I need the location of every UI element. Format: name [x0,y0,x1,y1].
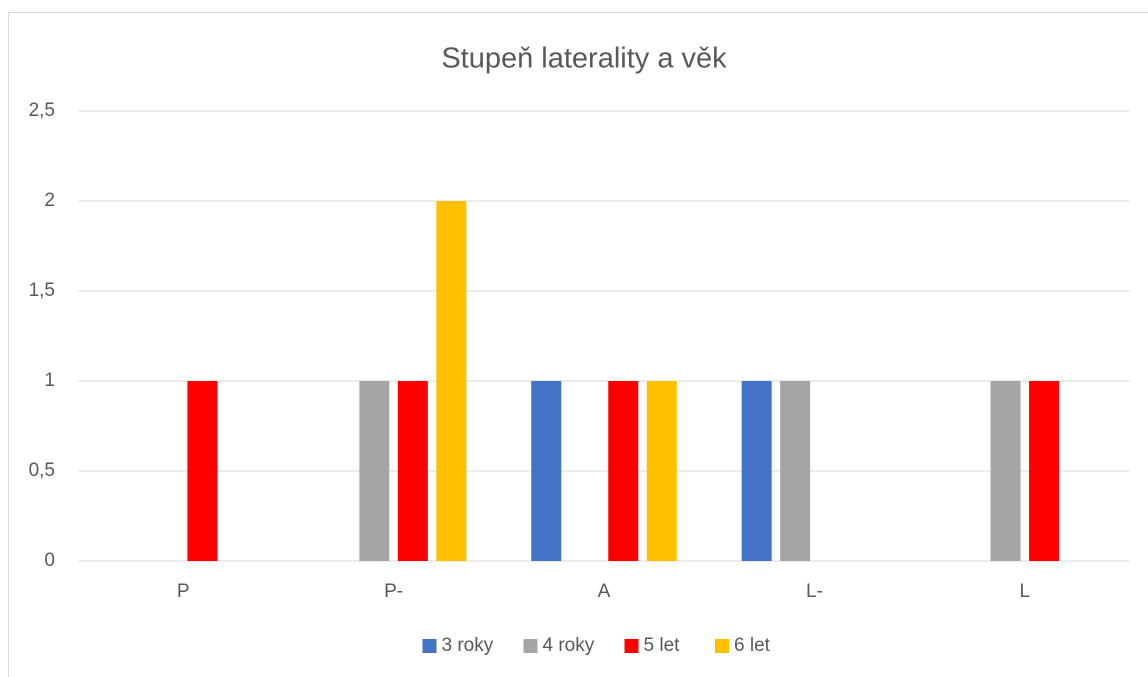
bar [187,381,218,561]
x-tick-label: L- [806,581,823,602]
legend-label: 6 let [734,635,771,656]
x-tick-label: P [177,581,190,602]
legend-swatch [422,639,437,653]
bar [436,201,467,561]
y-tick-label: 2,5 [29,100,55,121]
y-tick-label: 2 [44,190,55,211]
y-tick-label: 0,5 [29,460,55,481]
bar [608,381,639,561]
y-tick-label: 0 [44,550,55,571]
bar [990,381,1021,561]
bar [397,381,428,561]
y-tick-label: 1 [44,370,55,391]
legend-swatch [523,639,538,653]
bar [359,381,390,561]
bar [531,381,562,561]
legend-swatch [624,639,639,653]
bar [646,381,677,561]
legend-label: 3 roky [442,635,494,656]
x-tick-label: L [1020,581,1031,602]
y-tick-label: 1,5 [29,280,55,301]
chart-frame [8,12,1148,677]
legend-label: 5 let [644,635,681,656]
legend-label: 4 roky [543,635,595,656]
bar [1029,381,1060,561]
bar [780,381,811,561]
legend-swatch [715,639,729,653]
bar [741,381,772,561]
x-tick-label: A [598,581,611,602]
x-tick-label: P- [384,581,403,602]
chart-title: Stupeň laterality a věk [441,43,727,75]
